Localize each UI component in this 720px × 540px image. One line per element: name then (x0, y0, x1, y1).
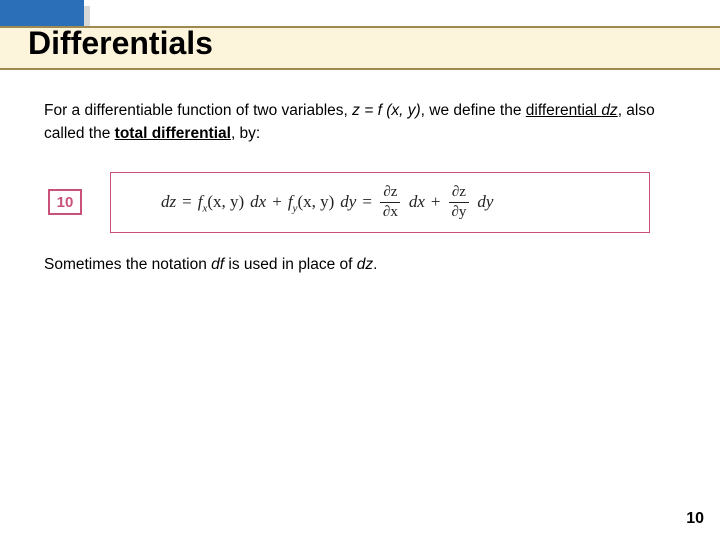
term-total-differential: total differential (115, 125, 231, 142)
followup-pre: Sometimes the notation (44, 256, 211, 273)
eq-frac-1: ∂z ∂x (380, 185, 401, 220)
page-number: 10 (686, 510, 704, 528)
eq-dx-2: dx (409, 192, 425, 212)
eq-frac-2: ∂z ∂y (448, 185, 469, 220)
followup-end: . (373, 256, 377, 273)
equation-box: dz = fx(x, y) dx + fy(x, y) dy = ∂z ∂x d… (110, 172, 650, 233)
eq-term1: fx(x, y) (198, 192, 244, 212)
intro-paragraph: For a differentiable function of two var… (44, 99, 676, 146)
term-differential: differential dz (526, 102, 618, 119)
followup-paragraph: Sometimes the notation df is used in pla… (44, 253, 676, 276)
intro-text-post: , we define the (421, 102, 526, 119)
eq-dy-1: dy (340, 192, 356, 212)
accent-box (0, 0, 84, 28)
followup-dz: dz (357, 256, 373, 273)
intro-by: , by: (231, 125, 260, 142)
equation-content: dz = fx(x, y) dx + fy(x, y) dy = ∂z ∂x d… (161, 185, 493, 220)
eq-equals-2: = (362, 192, 372, 212)
intro-text-pre: For a differentiable function of two var… (44, 102, 352, 119)
eq-plus-1: + (272, 192, 282, 212)
term-dz: dz (601, 102, 617, 119)
slide-title: Differentials (28, 25, 213, 62)
followup-mid: is used in place of (224, 256, 357, 273)
eq-term2: fy(x, y) (288, 192, 334, 212)
followup-df: df (211, 256, 224, 273)
equation-number-badge: 10 (48, 189, 82, 215)
equation-row: 10 dz = fx(x, y) dx + fy(x, y) dy = ∂z ∂… (44, 172, 676, 233)
eq-plus-2: + (431, 192, 441, 212)
slide-header: Differentials (0, 0, 720, 75)
eq-equals-1: = (182, 192, 192, 212)
eq-lhs: dz (161, 192, 176, 212)
slide-content: For a differentiable function of two var… (0, 75, 720, 276)
eq-dx-1: dx (250, 192, 266, 212)
eq-dy-2: dy (477, 192, 493, 212)
intro-inline-eq: z = f (x, y) (352, 102, 420, 119)
